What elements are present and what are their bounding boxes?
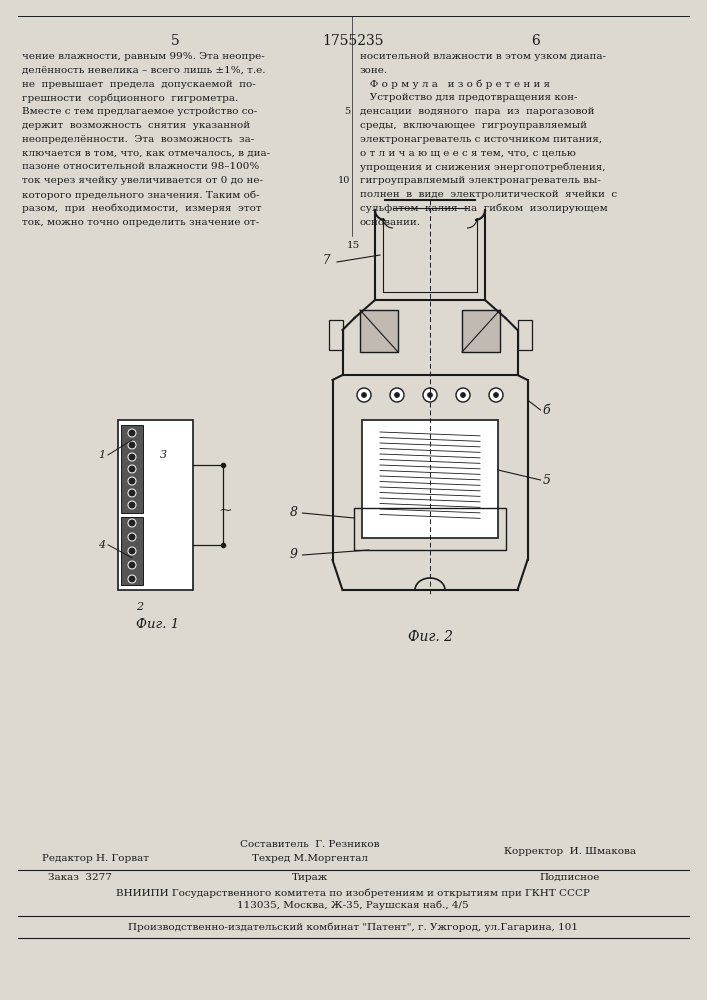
Text: 4: 4 <box>98 540 105 550</box>
Text: 6: 6 <box>531 34 539 48</box>
Circle shape <box>493 392 498 397</box>
Text: 2: 2 <box>136 602 144 612</box>
Text: Подписное: Подписное <box>540 873 600 882</box>
Text: ключается в том, что, как отмечалось, в диа-: ключается в том, что, как отмечалось, в … <box>22 149 270 158</box>
Text: чение влажности, равным 99%. Эта неопре-: чение влажности, равным 99%. Эта неопре- <box>22 52 264 61</box>
Text: Редактор Н. Горват: Редактор Н. Горват <box>42 854 148 863</box>
Text: ~: ~ <box>218 502 232 518</box>
Text: Фиг. 1: Фиг. 1 <box>136 618 180 631</box>
Bar <box>329 320 342 350</box>
Bar <box>121 425 143 513</box>
Text: 8: 8 <box>289 506 298 520</box>
Text: 113035, Москва, Ж-35, Раушская наб., 4/5: 113035, Москва, Ж-35, Раушская наб., 4/5 <box>237 901 469 910</box>
Circle shape <box>428 392 433 397</box>
Text: 7: 7 <box>322 253 330 266</box>
Circle shape <box>128 489 136 497</box>
Bar <box>362 420 498 538</box>
Text: 9: 9 <box>289 548 298 562</box>
Text: неопределённости.  Эта  возможность  за-: неопределённости. Эта возможность за- <box>22 135 255 144</box>
Text: пазоне относительной влажности 98–100%: пазоне относительной влажности 98–100% <box>22 162 259 171</box>
Text: Тираж: Тираж <box>292 873 328 882</box>
Text: ток, можно точно определить значение от-: ток, можно точно определить значение от- <box>22 218 259 227</box>
Text: ток через ячейку увеличивается от 0 до не-: ток через ячейку увеличивается от 0 до н… <box>22 176 263 185</box>
Text: Устройство для предотвращения кон-: Устройство для предотвращения кон- <box>360 93 578 102</box>
Text: грешности  сорбционного  гигрометра.: грешности сорбционного гигрометра. <box>22 93 238 103</box>
Text: Составитель  Г. Резников: Составитель Г. Резников <box>240 840 380 849</box>
Text: Ф о р м у л а   и з о б р е т е н и я: Ф о р м у л а и з о б р е т е н и я <box>360 80 550 89</box>
Circle shape <box>357 388 371 402</box>
Text: не  превышает  предела  допускаемой  по-: не превышает предела допускаемой по- <box>22 80 256 89</box>
Circle shape <box>128 533 136 541</box>
Circle shape <box>390 388 404 402</box>
Text: среды,  включающее  гигроуправляемый: среды, включающее гигроуправляемый <box>360 121 587 130</box>
Text: зоне.: зоне. <box>360 66 388 75</box>
Text: основании.: основании. <box>360 218 421 227</box>
Circle shape <box>423 388 437 402</box>
Text: держит  возможность  снятия  указанной: держит возможность снятия указанной <box>22 121 250 130</box>
Text: разом,  при  необходимости,  измеряя  этот: разом, при необходимости, измеряя этот <box>22 204 262 213</box>
Circle shape <box>128 519 136 527</box>
Text: 5: 5 <box>344 107 350 116</box>
Bar <box>518 320 532 350</box>
Text: упрощения и снижения энергопотребления,: упрощения и снижения энергопотребления, <box>360 162 605 172</box>
Text: делённость невелика – всего лишь ±1%, т.е.: делённость невелика – всего лишь ±1%, т.… <box>22 66 266 75</box>
Circle shape <box>489 388 503 402</box>
Circle shape <box>128 501 136 509</box>
Text: 1: 1 <box>98 450 105 460</box>
Text: Техред М.Моргентал: Техред М.Моргентал <box>252 854 368 863</box>
Circle shape <box>128 561 136 569</box>
Text: Корректор  И. Шмакова: Корректор И. Шмакова <box>504 847 636 856</box>
Circle shape <box>128 547 136 555</box>
Text: Вместе с тем предлагаемое устройство со-: Вместе с тем предлагаемое устройство со- <box>22 107 257 116</box>
Circle shape <box>395 392 399 397</box>
Text: Фиг. 2: Фиг. 2 <box>407 630 452 644</box>
Circle shape <box>128 429 136 437</box>
Text: 5: 5 <box>542 474 551 487</box>
Text: электронагреватель с источником питания,: электронагреватель с источником питания, <box>360 135 602 144</box>
Text: полнен  в  виде  электролитической  ячейки  с: полнен в виде электролитической ячейки с <box>360 190 617 199</box>
Text: Производственно-издательский комбинат "Патент", г. Ужгород, ул.Гагарина, 101: Производственно-издательский комбинат "П… <box>128 922 578 932</box>
Text: 5: 5 <box>170 34 180 48</box>
Text: б: б <box>542 403 550 416</box>
Bar <box>121 517 143 585</box>
Circle shape <box>128 477 136 485</box>
Circle shape <box>361 392 366 397</box>
Text: о т л и ч а ю щ е е с я тем, что, с целью: о т л и ч а ю щ е е с я тем, что, с цель… <box>360 149 576 158</box>
Text: сульфатом  калия  на  гибком  изолирующем: сульфатом калия на гибком изолирующем <box>360 204 608 213</box>
Circle shape <box>128 465 136 473</box>
Circle shape <box>128 441 136 449</box>
Circle shape <box>128 453 136 461</box>
Text: 15: 15 <box>346 241 360 250</box>
Bar <box>118 420 193 590</box>
Text: которого предельного значения. Таким об-: которого предельного значения. Таким об- <box>22 190 259 200</box>
Text: денсации  водяного  пара  из  парогазовой: денсации водяного пара из парогазовой <box>360 107 595 116</box>
Text: ВНИИПИ Государственного комитета по изобретениям и открытиям при ГКНТ СССР: ВНИИПИ Государственного комитета по изоб… <box>116 888 590 898</box>
Circle shape <box>460 392 465 397</box>
Text: гигроуправляемый электронагреватель вы-: гигроуправляемый электронагреватель вы- <box>360 176 601 185</box>
Bar <box>360 310 398 352</box>
Circle shape <box>456 388 470 402</box>
Bar <box>354 508 506 550</box>
Circle shape <box>128 575 136 583</box>
Text: Заказ  3277: Заказ 3277 <box>48 873 112 882</box>
Text: 1755235: 1755235 <box>322 34 384 48</box>
Bar <box>462 310 500 352</box>
Text: 3: 3 <box>160 450 167 460</box>
Text: носительной влажности в этом узком диапа-: носительной влажности в этом узком диапа… <box>360 52 606 61</box>
Text: 10: 10 <box>338 176 350 185</box>
